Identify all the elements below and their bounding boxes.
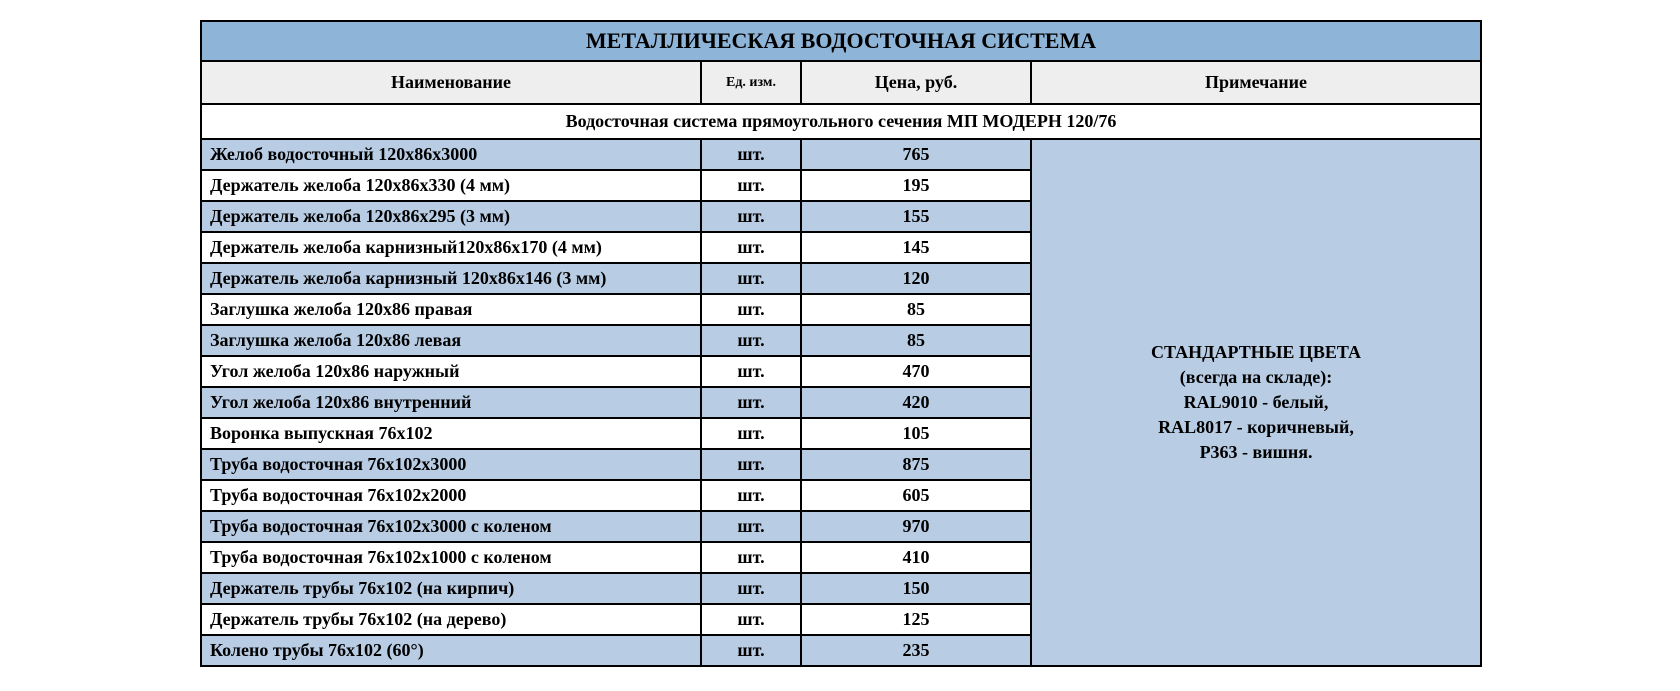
item-unit: шт.	[701, 511, 801, 542]
table-title: МЕТАЛЛИЧЕСКАЯ ВОДОСТОЧНАЯ СИСТЕМА	[201, 21, 1481, 61]
item-name: Колено трубы 76х102 (60°)	[201, 635, 701, 666]
item-unit: шт.	[701, 635, 801, 666]
col-header-unit: Ед. изм.	[701, 61, 801, 104]
item-price: 195	[801, 170, 1031, 201]
item-unit: шт.	[701, 139, 801, 170]
note-line: RAL9010 - белый,	[1040, 390, 1472, 415]
item-price: 420	[801, 387, 1031, 418]
note-line: RAL8017 - коричневый,	[1040, 415, 1472, 440]
item-name: Угол желоба 120х86 внутренний	[201, 387, 701, 418]
item-name: Заглушка желоба 120х86 правая	[201, 294, 701, 325]
item-unit: шт.	[701, 573, 801, 604]
item-unit: шт.	[701, 201, 801, 232]
item-name: Желоб водосточный 120х86х3000	[201, 139, 701, 170]
item-name: Угол желоба 120х86 наружный	[201, 356, 701, 387]
item-name: Заглушка желоба 120х86 левая	[201, 325, 701, 356]
item-name: Держатель трубы 76х102 (на дерево)	[201, 604, 701, 635]
table-title-row: МЕТАЛЛИЧЕСКАЯ ВОДОСТОЧНАЯ СИСТЕМА	[201, 21, 1481, 61]
item-unit: шт.	[701, 542, 801, 573]
col-header-note: Примечание	[1031, 61, 1481, 104]
item-unit: шт.	[701, 480, 801, 511]
item-price: 970	[801, 511, 1031, 542]
col-header-price: Цена, руб.	[801, 61, 1031, 104]
item-price: 120	[801, 263, 1031, 294]
item-price: 145	[801, 232, 1031, 263]
item-name: Держатель желоба 120х86х295 (3 мм)	[201, 201, 701, 232]
item-price: 235	[801, 635, 1031, 666]
item-name: Труба водосточная 76х102х3000 с коленом	[201, 511, 701, 542]
item-price: 85	[801, 325, 1031, 356]
item-price: 765	[801, 139, 1031, 170]
item-price: 605	[801, 480, 1031, 511]
price-table: МЕТАЛЛИЧЕСКАЯ ВОДОСТОЧНАЯ СИСТЕМА Наимен…	[200, 20, 1482, 667]
item-unit: шт.	[701, 604, 801, 635]
item-price: 875	[801, 449, 1031, 480]
item-price: 105	[801, 418, 1031, 449]
table-header-row: Наименование Ед. изм. Цена, руб. Примеча…	[201, 61, 1481, 104]
item-name: Держатель желоба карнизный 120х86х146 (3…	[201, 263, 701, 294]
note-line: Р363 - вишня.	[1040, 440, 1472, 465]
item-price: 155	[801, 201, 1031, 232]
table-row: Желоб водосточный 120х86х3000шт.765СТАНД…	[201, 139, 1481, 170]
note-cell: СТАНДАРТНЫЕ ЦВЕТА(всегда на складе):RAL9…	[1031, 139, 1481, 666]
item-price: 150	[801, 573, 1031, 604]
note-line: (всегда на складе):	[1040, 365, 1472, 390]
item-unit: шт.	[701, 356, 801, 387]
item-price: 125	[801, 604, 1031, 635]
item-name: Труба водосточная 76х102х2000	[201, 480, 701, 511]
item-name: Держатель желоба 120х86х330 (4 мм)	[201, 170, 701, 201]
item-unit: шт.	[701, 232, 801, 263]
item-unit: шт.	[701, 325, 801, 356]
section-title-row: Водосточная система прямоугольного сечен…	[201, 104, 1481, 139]
col-header-name: Наименование	[201, 61, 701, 104]
item-price: 85	[801, 294, 1031, 325]
item-unit: шт.	[701, 170, 801, 201]
item-unit: шт.	[701, 263, 801, 294]
item-unit: шт.	[701, 418, 801, 449]
item-unit: шт.	[701, 387, 801, 418]
item-name: Труба водосточная 76х102х3000	[201, 449, 701, 480]
section-title: Водосточная система прямоугольного сечен…	[201, 104, 1481, 139]
note-line: СТАНДАРТНЫЕ ЦВЕТА	[1040, 340, 1472, 365]
item-price: 470	[801, 356, 1031, 387]
item-name: Держатель желоба карнизный120х86х170 (4 …	[201, 232, 701, 263]
item-price: 410	[801, 542, 1031, 573]
item-unit: шт.	[701, 449, 801, 480]
item-unit: шт.	[701, 294, 801, 325]
item-name: Воронка выпускная 76х102	[201, 418, 701, 449]
item-name: Держатель трубы 76х102 (на кирпич)	[201, 573, 701, 604]
item-name: Труба водосточная 76х102х1000 с коленом	[201, 542, 701, 573]
